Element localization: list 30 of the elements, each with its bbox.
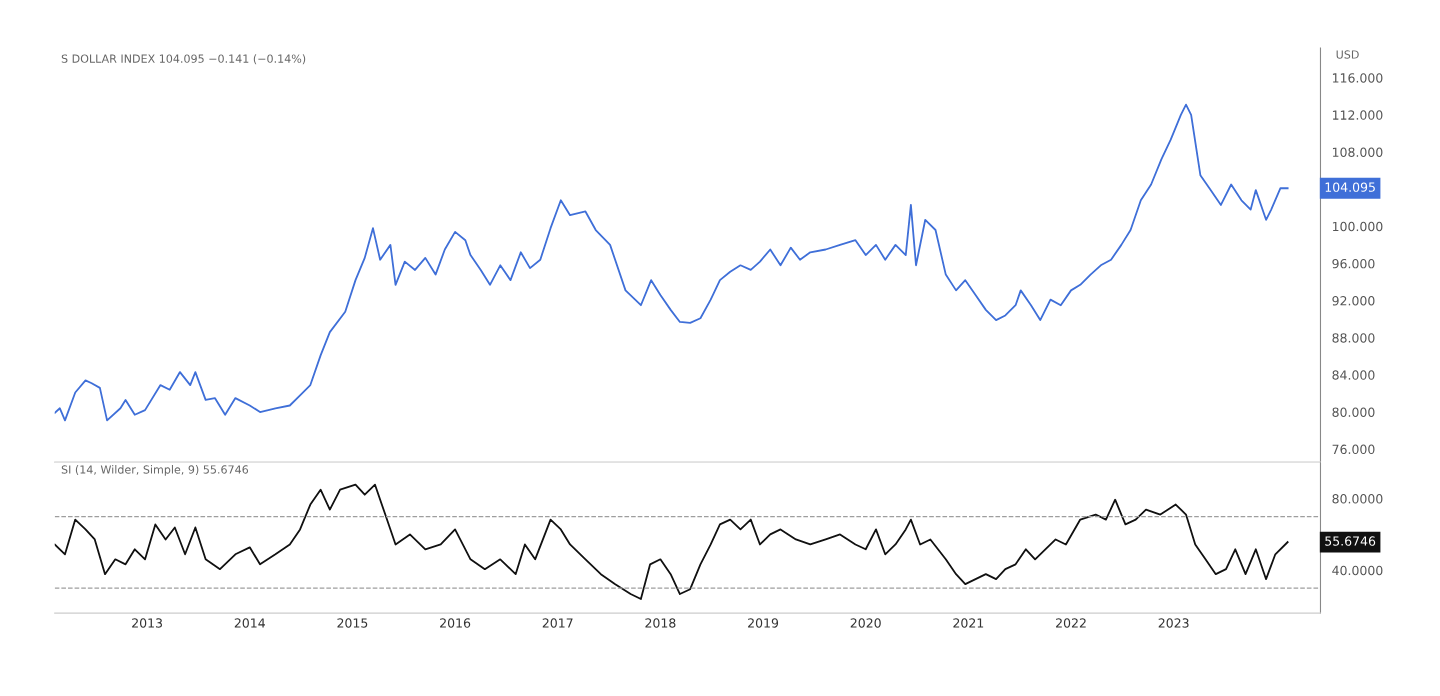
x-tick-label: 2023 — [1158, 618, 1189, 628]
x-tick-label: 2021 — [953, 618, 984, 628]
chart-title: SI (14, Wilder, Simple, 9) 55.6746 — [61, 465, 249, 476]
x-tick-label: 2017 — [542, 618, 573, 628]
y-tick-label: 108.000 — [1332, 147, 1383, 157]
y-tick-label: 100.000 — [1332, 221, 1383, 232]
x-tick-label: 2014 — [234, 618, 265, 628]
y-tick-label: 40.0000 — [1332, 565, 1383, 576]
text: 104.095 — [1325, 182, 1375, 192]
x-tick-label: 2015 — [337, 618, 368, 628]
x-tick-label: 2013 — [132, 618, 163, 628]
text: 55.6746 — [1325, 536, 1376, 546]
y-tick-label: 92.000 — [1332, 296, 1375, 306]
chart-title: S DOLLAR INDEX 104.095 −0.141 (−0.14%) — [61, 54, 306, 65]
line-series — [54, 103, 1289, 422]
y-tick-label: 76.000 — [1332, 444, 1375, 455]
x-tick-label: 2016 — [440, 618, 471, 628]
x-tick-label: 2022 — [1056, 618, 1086, 628]
y-tick-label: 84.000 — [1332, 370, 1375, 380]
y-tick-label: 88.000 — [1332, 333, 1375, 343]
x-tick-label: 2019 — [748, 618, 779, 628]
y-tick-label: 80.0000 — [1332, 494, 1383, 504]
x-tick-label: 2020 — [850, 618, 881, 628]
y-axis-title: USD — [1336, 50, 1359, 59]
x-tick-label: 2018 — [645, 618, 676, 628]
y-tick-label: 116.000 — [1332, 73, 1383, 83]
line-series — [54, 483, 1289, 600]
y-tick-label: 112.000 — [1332, 110, 1383, 120]
y-tick-label: 80.000 — [1332, 407, 1375, 417]
y-tick-label: 96.000 — [1332, 258, 1375, 269]
